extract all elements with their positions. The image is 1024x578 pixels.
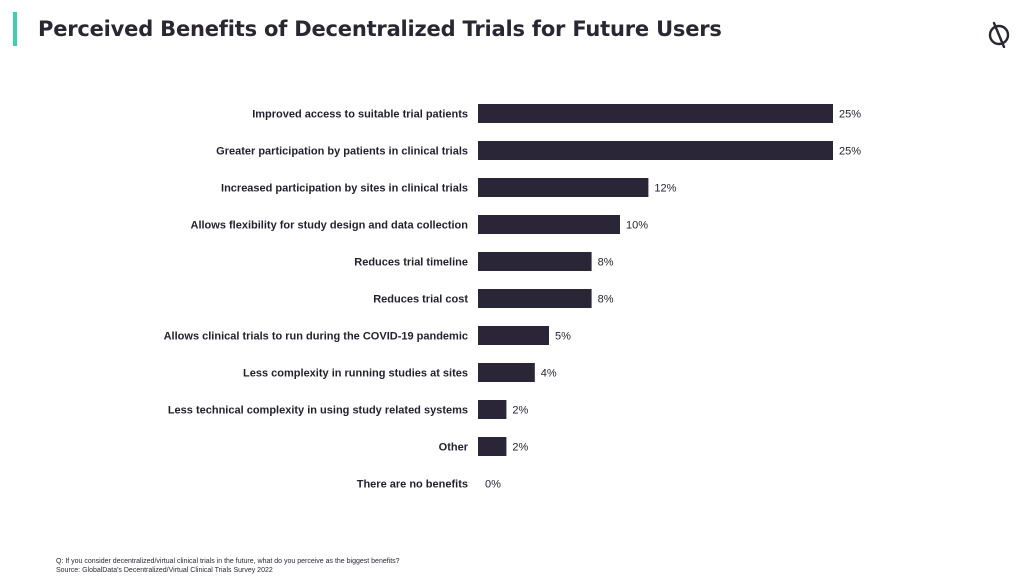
- value-label: 0%: [485, 479, 501, 491]
- value-label: 12%: [654, 183, 676, 195]
- bar: [478, 141, 833, 160]
- category-label: Greater participation by patients in cli…: [216, 146, 468, 158]
- title-accent-bar: [13, 12, 17, 46]
- category-label: Reduces trial timeline: [354, 257, 468, 269]
- value-label: 4%: [541, 368, 557, 380]
- category-label: Allows clinical trials to run during the…: [164, 331, 468, 343]
- value-label: 2%: [512, 405, 528, 417]
- category-label: Increased participation by sites in clin…: [221, 183, 468, 195]
- bar: [478, 104, 833, 123]
- globaldata-logo-icon: [988, 21, 1010, 48]
- value-label: 25%: [839, 109, 861, 121]
- footnote-question: Q: If you consider decentralized/virtual…: [56, 558, 400, 565]
- value-label: 25%: [839, 146, 861, 158]
- bar: [478, 289, 592, 308]
- footnote-source: Source: GlobalData's Decentralized/Virtu…: [56, 567, 273, 574]
- footnote: Q: If you consider decentralized/virtual…: [56, 557, 400, 575]
- bars-layer: Improved access to suitable trial patien…: [164, 104, 861, 491]
- category-label: Allows flexibility for study design and …: [191, 220, 469, 232]
- bar-chart: Improved access to suitable trial patien…: [164, 104, 861, 491]
- bar: [478, 215, 620, 234]
- value-label: 8%: [598, 257, 614, 269]
- category-label: Reduces trial cost: [373, 294, 468, 306]
- bar: [478, 326, 549, 345]
- value-label: 10%: [626, 220, 648, 232]
- bar: [478, 178, 649, 197]
- category-label: Less complexity in running studies at si…: [243, 368, 468, 380]
- value-label: 8%: [598, 294, 614, 306]
- category-label: There are no benefits: [357, 479, 468, 491]
- bar: [478, 252, 592, 271]
- page-title: Perceived Benefits of Decentralized Tria…: [38, 17, 722, 41]
- bar: [478, 437, 507, 456]
- category-label: Improved access to suitable trial patien…: [252, 109, 468, 121]
- category-label: Other: [439, 442, 469, 454]
- bar: [478, 363, 535, 382]
- value-label: 2%: [512, 442, 528, 454]
- bar: [478, 400, 507, 419]
- category-label: Less technical complexity in using study…: [168, 405, 468, 417]
- value-label: 5%: [555, 331, 571, 343]
